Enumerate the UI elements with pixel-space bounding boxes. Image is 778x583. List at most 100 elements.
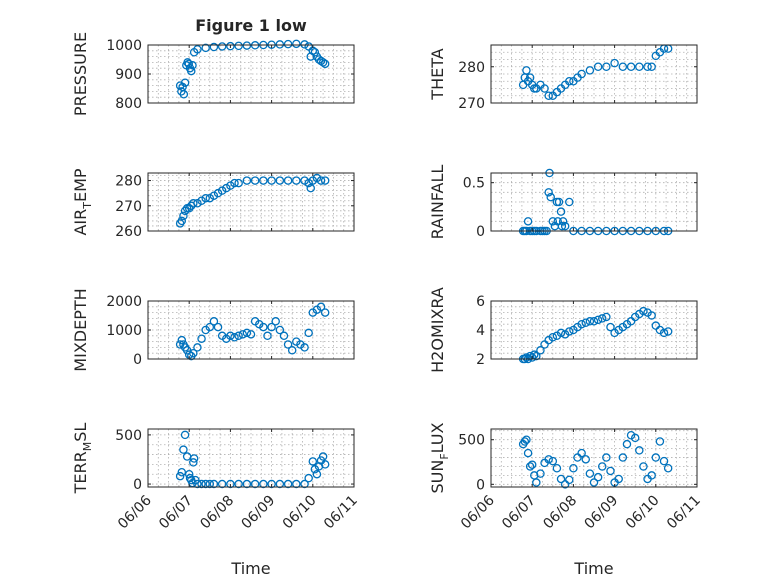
data-point — [304, 328, 313, 338]
y-tick-label: 0 — [476, 224, 485, 240]
data-point — [536, 346, 545, 355]
data-point — [558, 217, 568, 226]
y-tick-label: 280 — [115, 174, 142, 190]
data-point — [602, 453, 611, 462]
y-tick-label: 260 — [115, 224, 142, 240]
data-point — [205, 322, 215, 332]
data-point — [197, 479, 206, 489]
data-point — [250, 479, 260, 489]
y-tick-label: 6 — [476, 294, 485, 310]
data-point — [544, 91, 553, 101]
data-point — [525, 351, 535, 361]
data-point — [546, 192, 555, 202]
data-point — [226, 479, 235, 489]
data-point — [318, 58, 328, 67]
x-tick-label: 06/09 — [582, 493, 622, 533]
data-point — [259, 176, 268, 185]
y-tick-label: 2000 — [106, 294, 142, 310]
data-point — [259, 479, 268, 489]
data-point — [267, 322, 276, 332]
figure-title: Figure 1 low — [195, 16, 307, 35]
data-point — [557, 221, 567, 231]
data-point — [234, 331, 243, 341]
data-point — [193, 199, 202, 208]
y-tick-label: 2 — [476, 352, 485, 368]
data-point — [585, 469, 595, 478]
data-point — [188, 61, 197, 70]
y-tick-label: 800 — [115, 96, 142, 112]
subplot-8: 0 500 06/06 06/07 06/08 06/09 06/10 06/11 SUNFLU… — [428, 422, 704, 532]
data-point — [639, 306, 648, 316]
data-point — [230, 178, 239, 188]
data-point — [184, 469, 194, 479]
data-point — [308, 176, 318, 185]
axes-frame — [490, 44, 698, 104]
axes-frame — [490, 172, 698, 232]
y-tick-label: 0 — [476, 477, 485, 493]
data-point — [639, 462, 648, 471]
data-point — [552, 464, 562, 473]
y-axis-label-suffix: EMP — [71, 168, 90, 202]
data-point — [614, 474, 623, 484]
axes-frame — [147, 428, 355, 488]
y-tick-label: 0 — [133, 352, 142, 368]
y-axis-label-text: AIR — [71, 209, 90, 236]
data-point — [292, 39, 301, 49]
x-tick-label: 06/07 — [499, 493, 539, 533]
x-axis-label-right: Time — [573, 559, 613, 578]
data-point — [246, 330, 256, 339]
data-point — [234, 178, 243, 188]
subplot-3: 260 270 280 AIRTEMP — [71, 168, 355, 240]
data-point — [316, 176, 326, 185]
data-point — [234, 479, 243, 489]
data-point — [279, 331, 289, 341]
y-axis-label: RAINFALL — [428, 165, 447, 240]
data-point — [259, 322, 268, 332]
data-point — [602, 62, 611, 72]
data-point — [635, 446, 644, 455]
y-axis-label: PRESSURE — [71, 32, 90, 116]
data-point — [179, 211, 188, 221]
axes-frame — [490, 428, 698, 488]
y-axis-label-suffix: LUX — [428, 422, 447, 453]
y-tick-label: 280 — [458, 60, 485, 76]
data-point — [630, 433, 640, 443]
data-point — [310, 48, 320, 57]
data-point — [217, 186, 227, 195]
data-point — [189, 458, 198, 467]
y-axis-label-text: MIXDEPTH — [71, 288, 90, 371]
data-point — [242, 479, 252, 489]
data-point — [597, 314, 607, 323]
data-point — [267, 479, 276, 489]
y-axis-label-text: THETA — [428, 48, 447, 100]
data-point — [275, 176, 285, 185]
data-point — [318, 452, 328, 461]
data-point — [283, 39, 293, 49]
data-point — [544, 188, 553, 197]
data-point — [209, 317, 219, 326]
data-point — [577, 448, 586, 458]
data-point — [585, 66, 595, 75]
x-tick-label: 06/11 — [664, 493, 704, 533]
x-tick-label: 06/08 — [540, 493, 580, 533]
data-point — [180, 78, 190, 87]
data-point — [213, 188, 223, 198]
data-point — [527, 460, 537, 469]
data-point — [184, 204, 194, 213]
data-point — [556, 474, 566, 484]
data-point — [209, 42, 219, 52]
data-point — [217, 42, 227, 51]
data-point — [179, 90, 189, 99]
y-axis-label: THETA — [428, 48, 447, 100]
data-point — [312, 173, 322, 183]
y-tick-label: 270 — [458, 96, 485, 112]
data-point — [320, 59, 330, 69]
data-point — [663, 464, 673, 473]
y-axis-label: MIXDEPTH — [71, 288, 90, 371]
data-point — [267, 176, 276, 185]
data-point — [271, 317, 280, 326]
data-point — [593, 315, 603, 325]
subplot-6: 2 4 6 H2OMIXRA — [428, 287, 698, 373]
